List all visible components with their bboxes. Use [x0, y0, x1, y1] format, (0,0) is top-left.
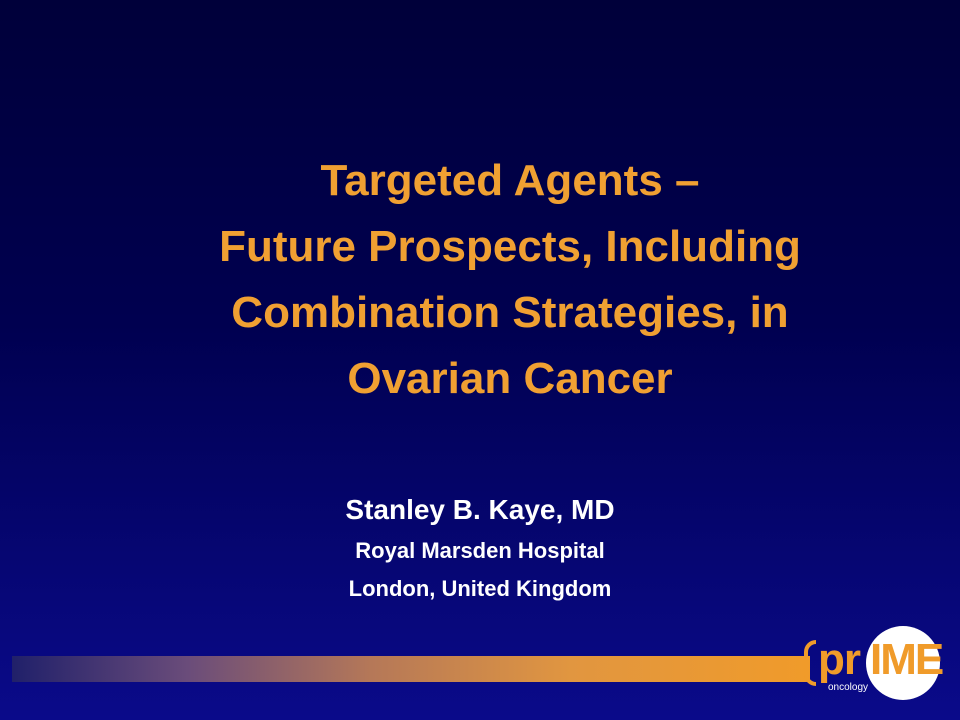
logo-bracket-icon — [804, 640, 816, 686]
logo-text-pr: pr — [818, 635, 861, 684]
author-block: Stanley B. Kaye, MD Royal Marsden Hospit… — [180, 488, 780, 608]
slide-title: Targeted Agents – Future Prospects, Incl… — [100, 148, 920, 412]
author-institution: Royal Marsden Hospital — [355, 538, 605, 563]
title-line-4: Ovarian Cancer — [347, 354, 673, 403]
author-location: London, United Kingdom — [348, 576, 612, 601]
logo-text-ime: IME — [870, 635, 944, 684]
logo-subtitle: oncology — [828, 682, 869, 693]
author-name: Stanley B. Kaye, MD — [345, 494, 615, 525]
title-line-2: Future Prospects, Including — [219, 222, 801, 271]
logo-circle — [866, 626, 940, 700]
title-line-1: Targeted Agents – — [320, 156, 700, 205]
prime-oncology-logo: pr IME oncology — [804, 622, 944, 702]
footer-gradient-bar — [12, 656, 810, 682]
title-line-3: Combination Strategies, in — [231, 288, 789, 337]
